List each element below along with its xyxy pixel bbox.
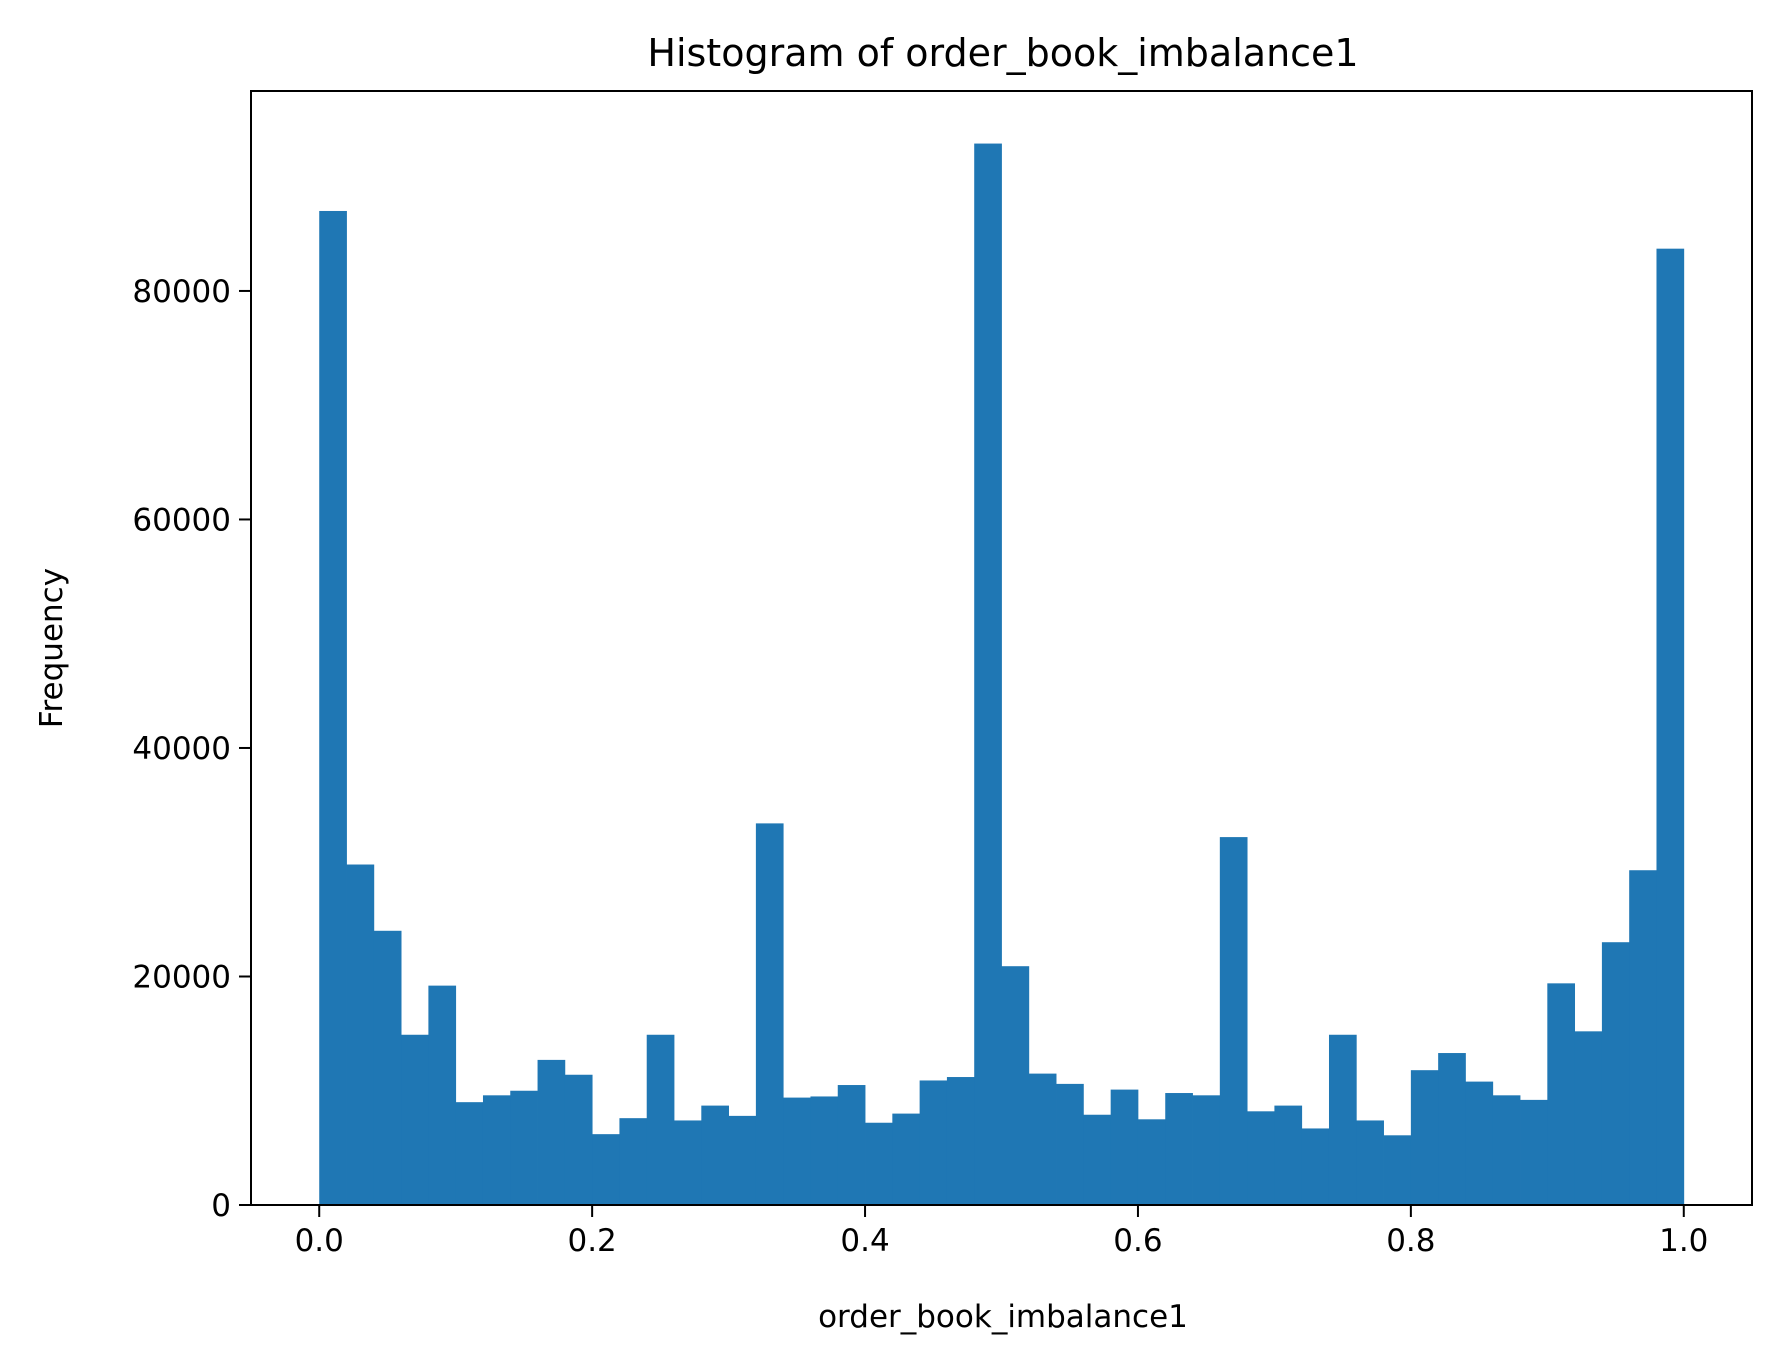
histogram-bar — [1328, 1034, 1357, 1205]
histogram-bar — [974, 143, 1002, 1205]
histogram-bar — [892, 1113, 921, 1205]
histogram-bar — [1383, 1135, 1412, 1205]
x-tick-label: 1.0 — [1659, 1223, 1708, 1259]
y-tick-label: 80000 — [132, 274, 231, 310]
histogram-bar — [1438, 1053, 1466, 1205]
y-tick-label: 40000 — [132, 731, 231, 767]
histogram-bar — [482, 1095, 511, 1205]
y-tick-label: 0 — [211, 1188, 231, 1224]
histogram-bar — [373, 930, 402, 1205]
histogram-bar — [455, 1102, 484, 1205]
histogram-bar — [1028, 1073, 1057, 1205]
y-tick-label: 20000 — [132, 959, 231, 995]
x-tick-label: 0.8 — [1386, 1223, 1435, 1259]
histogram-bar — [728, 1115, 757, 1205]
histogram-bar — [1056, 1083, 1084, 1205]
histogram-bar — [619, 1118, 648, 1205]
x-tick-label: 0.0 — [295, 1223, 344, 1259]
histogram-bar — [810, 1096, 839, 1205]
x-tick-label: 0.4 — [840, 1223, 889, 1259]
histogram-bar — [783, 1097, 811, 1205]
y-tick-label: 60000 — [132, 502, 231, 538]
histogram-bar — [510, 1090, 538, 1205]
histogram-bar — [755, 823, 784, 1205]
histogram-bar — [592, 1134, 620, 1205]
histogram-bar — [1083, 1114, 1112, 1205]
histogram-bar — [1219, 837, 1248, 1205]
histogram-bar — [1137, 1119, 1166, 1205]
histogram-bar — [1547, 983, 1576, 1205]
histogram-bar — [537, 1059, 566, 1205]
histogram-bar — [1192, 1095, 1221, 1205]
histogram-bar — [674, 1120, 702, 1205]
histogram-bar — [346, 864, 375, 1205]
x-tick-label: 0.2 — [567, 1223, 616, 1259]
histogram-bar — [837, 1085, 866, 1205]
histogram-bar — [564, 1074, 593, 1205]
histogram-bar — [646, 1034, 675, 1205]
histogram-bar — [319, 210, 347, 1205]
plot-frame — [250, 90, 1753, 1206]
histogram-bar — [1574, 1031, 1603, 1205]
histogram-bar — [1656, 248, 1685, 1206]
histogram-bar — [919, 1080, 948, 1205]
y-axis-label: Frequency — [34, 568, 70, 728]
histogram-bar — [1410, 1070, 1439, 1205]
histogram-bar — [946, 1077, 975, 1205]
histogram-bar — [1165, 1093, 1193, 1205]
y-axis-ticks: 0 20000 40000 60000 80000 — [132, 274, 251, 1224]
histogram-bar — [1492, 1095, 1521, 1205]
histogram-bar — [1110, 1089, 1139, 1205]
histogram-bar — [401, 1034, 429, 1205]
histogram-bar — [865, 1122, 893, 1205]
histogram-bar — [1274, 1105, 1303, 1205]
histogram-bar — [1356, 1120, 1384, 1205]
bars-group — [319, 143, 1685, 1206]
histogram-bar — [701, 1105, 729, 1205]
x-tick-label: 0.6 — [1113, 1223, 1162, 1259]
histogram-bar — [1247, 1111, 1275, 1205]
x-axis-ticks: 0.0 0.2 0.4 0.6 0.8 1.0 — [295, 1205, 1708, 1259]
chart-title: Histogram of order_book_imbalance1 — [647, 31, 1358, 75]
histogram-bar — [1520, 1099, 1548, 1205]
histogram-bar — [1001, 966, 1030, 1205]
histogram-bar — [1465, 1081, 1494, 1205]
histogram-bar — [428, 985, 457, 1205]
x-axis-label: order_book_imbalance1 — [818, 1299, 1188, 1335]
histogram-bar — [1301, 1128, 1330, 1205]
histogram-bar — [1601, 942, 1630, 1205]
histogram-bar — [1629, 870, 1657, 1205]
